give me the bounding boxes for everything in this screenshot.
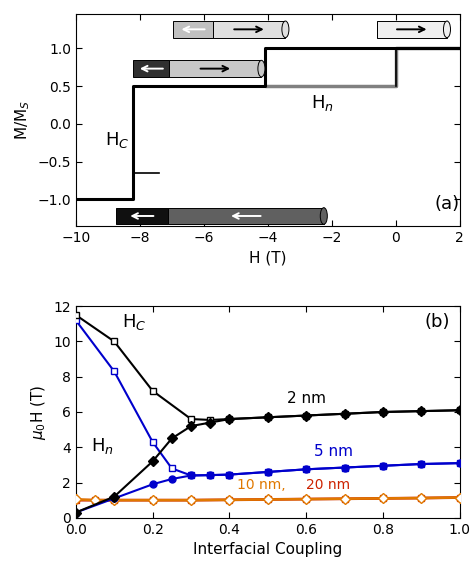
Text: (b): (b) [425,314,450,331]
Bar [173,21,213,38]
Text: 10 nm,: 10 nm, [237,478,286,492]
Ellipse shape [320,208,328,224]
Y-axis label: M/M$_S$: M/M$_S$ [13,100,32,140]
Y-axis label: $\mu_0$H (T): $\mu_0$H (T) [29,384,48,440]
X-axis label: Interfacial Coupling: Interfacial Coupling [193,542,342,557]
Text: H$_n$: H$_n$ [91,436,114,456]
Bar [169,60,262,77]
Ellipse shape [282,21,289,38]
Ellipse shape [444,21,450,38]
Bar [134,60,169,77]
X-axis label: H (T): H (T) [249,250,287,265]
Bar [213,21,285,38]
Text: H$_n$: H$_n$ [311,93,334,113]
Text: H$_C$: H$_C$ [122,312,146,332]
Text: H$_C$: H$_C$ [105,130,130,150]
Text: 2 nm: 2 nm [287,391,326,406]
Text: (a): (a) [434,195,460,213]
Text: 5 nm: 5 nm [314,444,353,459]
Bar [168,208,324,224]
Bar [376,21,447,38]
Bar [116,208,168,224]
Text: 20 nm: 20 nm [306,478,350,492]
Ellipse shape [258,60,265,77]
